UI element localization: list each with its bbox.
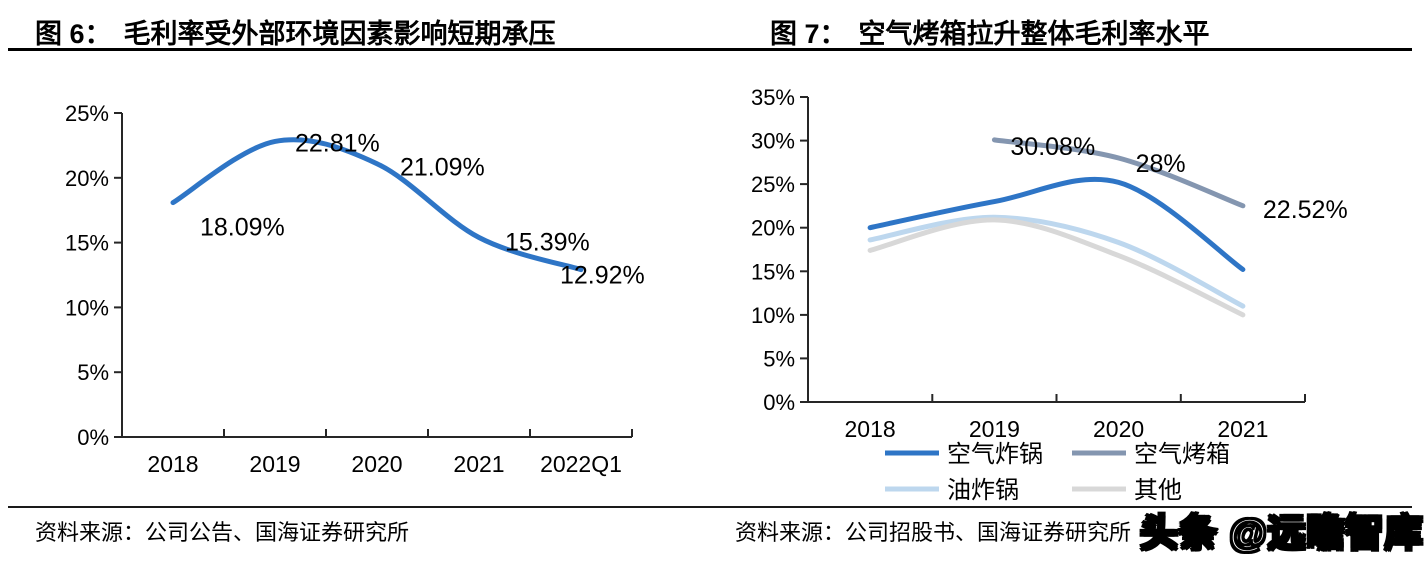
series-line-other <box>867 217 1246 318</box>
data-label: 21.09% <box>400 154 485 182</box>
data-label: 22.81% <box>295 129 380 157</box>
figure6-chart: 0% 5% 10% 15% 20% 25% 2018 2019 2020 2021 2022Q1 18… <box>65 101 645 477</box>
y-axis-tick-label: 20% <box>751 216 795 241</box>
y-axis-tick-label: 25% <box>751 172 795 197</box>
y-axis-tick-label: 30% <box>751 129 795 154</box>
y-axis-tick-label: 5% <box>77 360 109 385</box>
figure7-title-prefix: 图 7： <box>770 19 847 49</box>
x-axis-category-label: 2019 <box>249 451 300 477</box>
data-label: 22.52% <box>1263 196 1348 224</box>
watermark: 头条 @远瞻智库 <box>1139 512 1424 556</box>
figure7-title: 图 7： 空气烤箱拉升整体毛利率水平 <box>770 12 1210 51</box>
y-axis-tick-label: 10% <box>751 303 795 328</box>
series-line-air-fryer <box>867 176 1246 272</box>
y-axis-tick-label: 20% <box>65 166 109 191</box>
figure6-source: 资料来源：公司公告、国海证券研究所 <box>35 520 410 545</box>
legend-label-air-oven: 空气烤箱 <box>1134 441 1230 468</box>
x-axis-category-label: 2021 <box>1217 416 1268 442</box>
legend-label-air-fryer: 空气炸锅 <box>947 441 1043 468</box>
y-axis-tick-label: 15% <box>65 231 109 256</box>
axis <box>121 113 632 438</box>
series-line-air-oven <box>991 137 1246 209</box>
legend-label-other: 其他 <box>1134 477 1182 504</box>
y-axis-tick-label: 15% <box>751 259 795 284</box>
y-axis-tick-label: 5% <box>763 346 795 371</box>
legend-label-deep-fryer: 油炸锅 <box>947 477 1019 504</box>
x-axis-category-label: 2022Q1 <box>540 451 622 477</box>
data-label: 15.39% <box>505 229 590 257</box>
title-rule <box>8 48 1412 51</box>
x-axis-category-label: 2020 <box>1093 416 1144 442</box>
figure6-title-text: 毛利率受外部环境因素影响短期承压 <box>123 19 556 49</box>
y-axis-tick-label: 10% <box>65 295 109 320</box>
axis <box>807 97 1305 403</box>
series-line-gross-margin <box>170 137 584 273</box>
x-axis-category-label: 2018 <box>845 416 896 442</box>
figure7-source: 资料来源：公司招股书、国海证券研究所 <box>735 520 1132 545</box>
y-axis-tick-label: 0% <box>763 390 795 415</box>
series-line-deep-fryer <box>867 214 1246 309</box>
figure6-title-prefix: 图 6： <box>35 19 112 49</box>
data-label: 28% <box>1136 150 1186 178</box>
figure6-title: 图 6： 毛利率受外部环境因素影响短期承压 <box>35 12 556 51</box>
figure7-title-text: 空气烤箱拉升整体毛利率水平 <box>858 19 1210 49</box>
data-label: 30.08% <box>1010 133 1095 161</box>
y-axis-tick-label: 35% <box>751 85 795 110</box>
data-label: 18.09% <box>200 214 285 242</box>
x-axis-category-label: 2019 <box>969 416 1020 442</box>
source-rule <box>8 506 1412 508</box>
y-axis-tick-label: 0% <box>77 425 109 450</box>
y-axis-tick-label: 25% <box>65 101 109 126</box>
data-label: 12.92% <box>560 262 645 290</box>
x-axis-category-label: 2021 <box>453 451 504 477</box>
x-axis-category-label: 2018 <box>147 451 198 477</box>
x-axis-category-label: 2020 <box>351 451 402 477</box>
figure7-chart: 0% 5% 10% 15% 20% 25% 30% 35% 2018 2019 2020 2021 30… <box>751 85 1348 504</box>
